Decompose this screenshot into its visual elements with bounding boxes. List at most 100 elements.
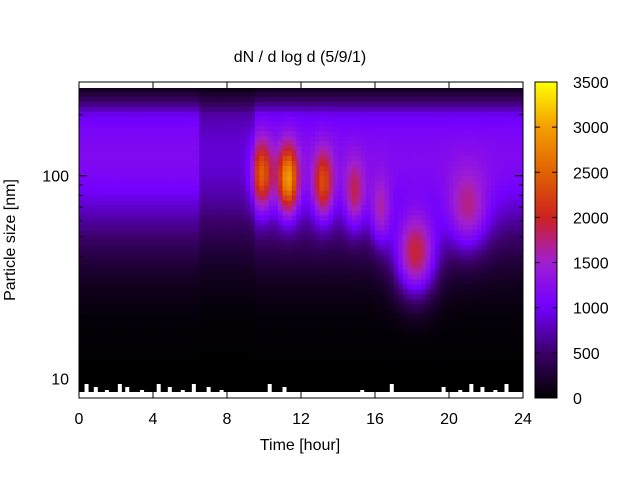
heatmap-cell xyxy=(162,220,168,226)
heatmap-cell xyxy=(398,333,404,340)
heatmap-cell xyxy=(259,91,265,98)
heatmap-cell xyxy=(384,96,390,103)
heatmap-cell xyxy=(222,205,228,211)
heatmap-cell xyxy=(305,215,311,221)
heatmap-cell xyxy=(166,215,173,221)
heatmap-cell xyxy=(97,200,103,207)
heatmap-cell xyxy=(254,373,260,379)
heatmap-cell xyxy=(180,348,186,355)
heatmap-cell xyxy=(231,373,237,379)
heatmap-cell xyxy=(208,195,214,202)
heatmap-cell xyxy=(227,343,233,350)
heatmap-cell xyxy=(203,289,210,295)
heatmap-cell xyxy=(430,175,436,182)
heatmap-cell xyxy=(324,373,330,379)
heatmap-cell xyxy=(347,378,353,384)
heatmap-cell xyxy=(282,165,288,172)
heatmap-cell xyxy=(333,328,339,335)
heatmap-cell xyxy=(375,328,381,335)
heatmap-cell xyxy=(185,161,191,167)
heatmap-cell xyxy=(153,353,159,360)
heatmap-cell xyxy=(379,136,385,142)
heatmap-cell xyxy=(314,205,321,211)
heatmap-cell xyxy=(319,333,325,340)
heatmap-cell xyxy=(92,141,99,147)
heatmap-cell xyxy=(319,185,325,192)
heatmap-cell xyxy=(305,348,311,355)
heatmap-cell xyxy=(245,220,251,226)
heatmap-cell xyxy=(111,363,117,369)
heatmap-cell xyxy=(273,190,279,197)
heatmap-cell xyxy=(324,230,330,236)
heatmap-cell xyxy=(166,299,173,305)
heatmap-cell xyxy=(365,284,371,290)
heatmap-cell xyxy=(416,121,422,128)
heatmap-cell xyxy=(194,136,200,142)
heatmap-cell xyxy=(176,388,182,393)
heatmap-cell xyxy=(351,373,358,379)
heatmap-cell xyxy=(190,170,196,177)
heatmap-cell xyxy=(139,146,145,152)
heatmap-cell xyxy=(199,131,205,137)
heatmap-cell xyxy=(273,269,279,276)
heatmap-cell xyxy=(245,96,251,103)
heatmap-cell xyxy=(116,304,122,310)
heatmap-cell xyxy=(421,146,427,152)
heatmap-cell xyxy=(324,348,330,355)
heatmap-cell xyxy=(208,141,214,147)
heatmap-cell xyxy=(407,161,413,167)
heatmap-cell xyxy=(412,259,418,266)
heatmap-cell xyxy=(314,175,321,182)
heatmap-cell xyxy=(171,279,177,286)
heatmap-cell xyxy=(199,161,205,167)
heatmap-cell xyxy=(125,319,131,325)
heatmap-cell xyxy=(97,111,103,118)
heatmap-cell xyxy=(171,323,177,330)
heatmap-cell xyxy=(412,141,418,147)
heatmap-cell xyxy=(365,259,371,266)
heatmap-cell xyxy=(301,284,307,290)
heatmap-cell xyxy=(120,244,126,251)
heatmap-cell xyxy=(88,309,94,315)
heatmap-cell xyxy=(361,309,367,315)
heatmap-cell xyxy=(407,235,413,241)
heatmap-cell xyxy=(111,161,117,167)
heatmap-cell xyxy=(162,215,168,221)
heatmap-cell xyxy=(208,165,214,172)
heatmap-cell xyxy=(231,358,237,365)
heatmap-cell xyxy=(398,165,404,172)
heatmap-cell xyxy=(250,161,256,167)
heatmap-cell xyxy=(287,353,293,360)
heatmap-cell xyxy=(379,388,385,393)
heatmap-cell xyxy=(120,304,126,310)
heatmap-cell xyxy=(328,195,334,202)
heatmap-cell xyxy=(79,106,85,113)
heatmap-cell xyxy=(310,126,316,132)
heatmap-cell xyxy=(97,96,103,103)
heatmap-cell xyxy=(384,170,390,177)
heatmap-cell xyxy=(153,195,159,202)
heatmap-cell xyxy=(328,358,334,365)
heatmap-cell xyxy=(125,249,131,256)
heatmap-cell xyxy=(287,101,293,108)
heatmap-cell xyxy=(277,190,284,197)
heatmap-cell xyxy=(402,91,408,98)
heatmap-cell xyxy=(435,333,441,340)
heatmap-cell xyxy=(287,304,293,310)
heatmap-cell xyxy=(310,363,316,369)
heatmap-cell xyxy=(97,338,103,345)
heatmap-cell xyxy=(217,259,223,266)
heatmap-cell xyxy=(176,264,182,271)
heatmap-cell xyxy=(310,254,316,261)
heatmap-cell xyxy=(92,358,99,365)
heatmap-cell xyxy=(153,235,159,241)
heatmap-cell xyxy=(208,368,214,374)
heatmap-cell xyxy=(402,121,408,128)
heatmap-cell xyxy=(305,190,311,197)
heatmap-cell xyxy=(125,195,131,202)
heatmap-cell xyxy=(375,319,381,325)
heatmap-cell xyxy=(375,116,381,123)
heatmap-cell xyxy=(412,180,418,187)
heatmap-cell xyxy=(194,141,200,147)
heatmap-cell xyxy=(412,170,418,177)
